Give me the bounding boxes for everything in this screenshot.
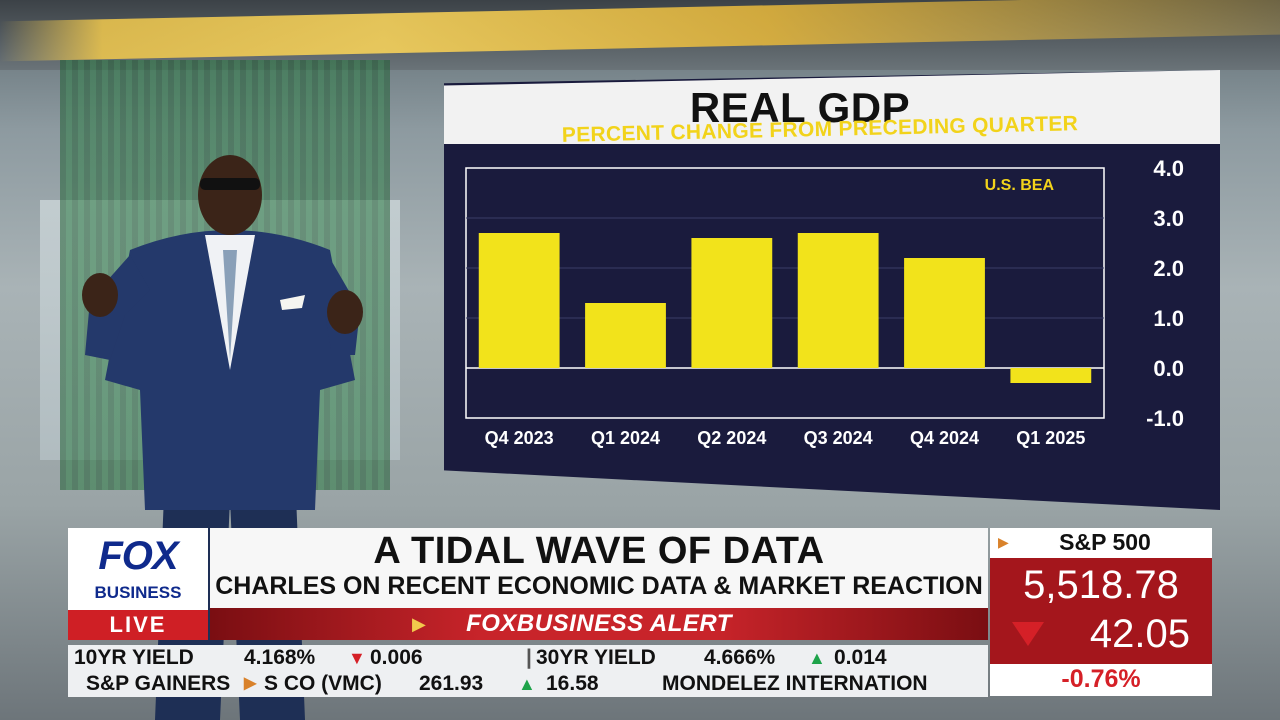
bar-q4-2023: [478, 233, 560, 368]
ticker-change: 0.014: [834, 646, 887, 669]
headline-panel: [210, 528, 988, 608]
ticker-label: 30YR YIELD: [536, 646, 656, 669]
bar-q3-2024: [797, 233, 879, 368]
x-tick-label: Q1 2025: [1016, 428, 1085, 448]
ticker-company: MONDELEZ INTERNATION: [662, 672, 928, 695]
x-tick-label: Q4 2023: [485, 428, 554, 448]
ticker-value: 4.666%: [704, 646, 776, 669]
chevron-right-icon: ▶: [412, 614, 426, 634]
bar-q1-2024: [585, 303, 666, 368]
logo-business-text: BUSINESS: [94, 583, 182, 602]
plot-frame: [465, 167, 1105, 419]
index-change: 42.05: [1089, 612, 1190, 656]
chart-title: REAL GDP: [689, 84, 911, 131]
live-badge: LIVE: [68, 610, 208, 640]
up-arrow-icon: ▲: [808, 648, 826, 668]
chevron-right-icon: ▶: [244, 675, 257, 692]
y-tick-label: -1.0: [1146, 406, 1184, 431]
ticker-value: 4.168%: [244, 646, 316, 669]
x-tick-label: Q1 2024: [591, 428, 660, 448]
y-tick-label: 0.0: [1153, 356, 1184, 381]
gdp-bar-chart: Q4 2023 Q1 2024 Q2 2024 Q3 2024 Q4 2024 Q1 20…: [465, 156, 1184, 448]
index-percent-panel: [990, 664, 1212, 696]
ticker-label: S&P GAINERS: [86, 672, 231, 695]
chart-source-label: U.S. BEA: [985, 177, 1055, 194]
ticker-yield-row: 10YR YIELD 4.168% ▼ 0.006 | 30YR YIELD 4…: [68, 645, 988, 671]
ticker-label: 10YR YIELD: [74, 646, 194, 669]
ticker-divider: |: [526, 646, 532, 669]
index-percent: -0.76%: [1061, 665, 1141, 693]
bar-q2-2024: [691, 238, 773, 368]
y-tick-label: 1.0: [1153, 306, 1184, 331]
ticker-price: 261.93: [419, 672, 484, 695]
y-tick-label: 3.0: [1153, 206, 1184, 231]
down-arrow-icon: [1012, 622, 1044, 646]
y-tick-label: 2.0: [1153, 256, 1184, 281]
subheadline: CHARLES ON RECENT ECONOMIC DATA & MARKET…: [215, 572, 983, 600]
logo-fox-text: FOX: [98, 534, 178, 578]
ticker-gainers-row: S&P GAINERS ▶ S CO (VMC) 261.93 ▲ 16.58 …: [68, 671, 988, 697]
index-value: 5,518.78: [1023, 563, 1179, 607]
down-arrow-icon: ▼: [348, 648, 366, 668]
chevron-right-icon: ▶: [998, 534, 1009, 550]
bar-q1-2025: [1010, 368, 1092, 383]
up-arrow-icon: ▲: [518, 674, 536, 694]
ticker-change: 16.58: [546, 672, 599, 695]
y-tick-label: 4.0: [1153, 156, 1184, 181]
ticker-company: S CO (VMC): [264, 672, 382, 695]
ticker-change: 0.006: [370, 646, 423, 669]
alert-bar: [210, 608, 988, 640]
x-tick-label: Q2 2024: [697, 428, 766, 448]
x-tick-label: Q4 2024: [910, 428, 979, 448]
bar-q4-2024: [904, 258, 985, 368]
x-tick-label: Q3 2024: [804, 428, 873, 448]
alert-text: FOXBUSINESS ALERT: [466, 610, 732, 637]
headline: A TIDAL WAVE OF DATA: [373, 530, 825, 572]
index-name: S&P 500: [1059, 529, 1151, 555]
index-header: [990, 528, 1212, 558]
